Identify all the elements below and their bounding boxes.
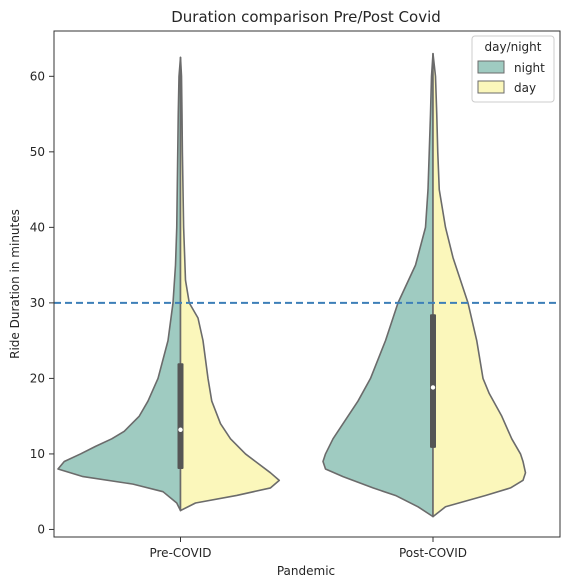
chart-title: Duration comparison Pre/Post Covid [171, 8, 441, 26]
box-median-pre-covid [178, 427, 183, 432]
legend-label-night: night [514, 61, 545, 75]
x-axis-label: Pandemic [277, 564, 335, 578]
legend: day/night night day [471, 35, 555, 103]
y-tick-label: 10 [30, 447, 45, 461]
plot-frame [53, 30, 561, 538]
y-tick-label: 40 [30, 220, 45, 234]
violin-day-post-covid [432, 52, 527, 518]
box-median-post-covid [430, 385, 436, 390]
y-tick-label: 0 [37, 522, 45, 536]
legend-title: day/night [485, 40, 542, 54]
violin-night-post-covid [322, 52, 434, 518]
violin-day-pre-covid [179, 56, 281, 512]
y-tick-label: 30 [30, 296, 45, 310]
box-iqr-pre-covid [177, 363, 184, 470]
y-tick-label: 50 [30, 145, 45, 159]
violin-night-pre-covid [57, 56, 182, 512]
x-tick-label: Post-COVID [399, 546, 467, 560]
y-axis-label: Ride Duration in minutes [8, 209, 22, 359]
legend-swatch-night [477, 60, 505, 74]
legend-label-day: day [514, 81, 536, 95]
plot-area [54, 52, 560, 518]
y-tick-label: 20 [30, 371, 45, 385]
legend-swatch-day [477, 80, 505, 94]
x-tick-label: Pre-COVID [149, 546, 211, 560]
box-iqr-post-covid [430, 314, 436, 448]
axes: 0 10 20 30 40 50 60 Pre-COVID Post-COVID [30, 30, 561, 560]
y-tick-label: 60 [30, 69, 45, 83]
